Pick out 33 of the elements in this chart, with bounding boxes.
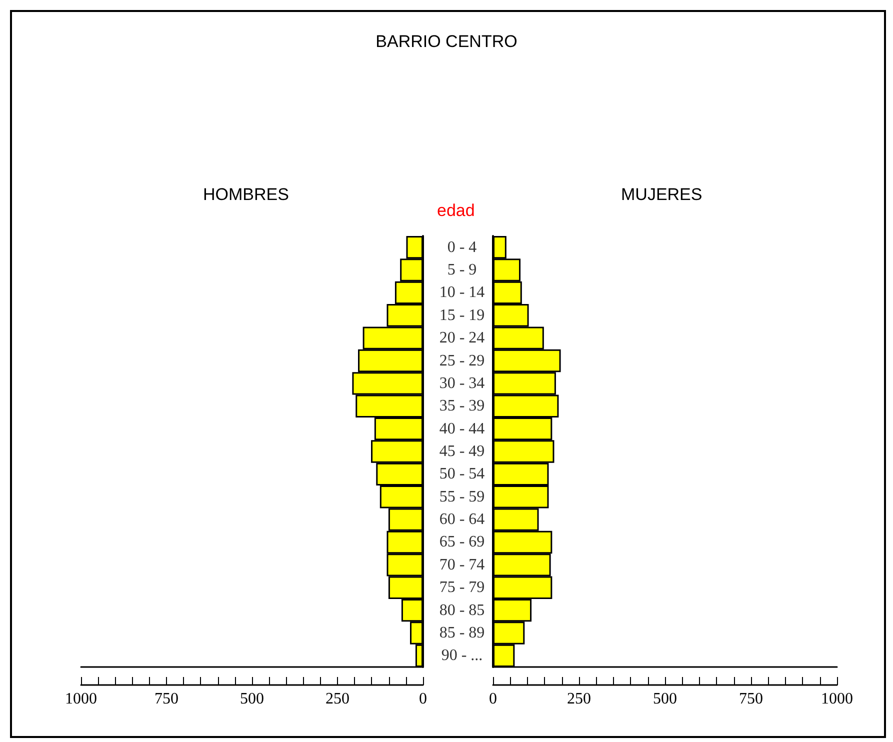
y-tick-label: 25 - 29 <box>439 352 485 370</box>
y-tick-label: 80 - 85 <box>439 602 485 619</box>
x-tick-label: 750 <box>739 690 763 708</box>
x-tick-label: 250 <box>326 690 350 708</box>
y-tick-label: 15 - 19 <box>439 306 485 324</box>
y-tick-label: 65 - 69 <box>439 534 485 551</box>
y-tick-label: 85 - 89 <box>439 624 485 642</box>
y-tick-label: 75 - 79 <box>439 579 485 596</box>
chart-subtitle: MUJERES <box>621 185 702 204</box>
chart-title: BARRIO CENTRO <box>374 32 518 52</box>
x-tick-label: 750 <box>154 690 178 708</box>
y-tick-label: 90 - ... <box>441 647 483 664</box>
x-tick-label: 500 <box>240 690 264 708</box>
x-tick-label: 500 <box>653 690 677 708</box>
chart-subtitle: HOMBRES <box>203 185 289 204</box>
x-tick-label: 250 <box>567 690 591 708</box>
y-tick-label: 5 - 9 <box>447 262 477 279</box>
y-axis-title: edad <box>437 201 475 220</box>
y-tick-label: 45 - 49 <box>439 443 485 460</box>
y-tick-label: 0 - 4 <box>447 238 477 256</box>
x-tick-label: 0 <box>419 690 427 708</box>
y-tick-label: 50 - 54 <box>439 466 485 483</box>
x-tick-label: 1000 <box>65 690 97 708</box>
x-tick-label: 1000 <box>821 690 853 708</box>
y-tick-label: 40 - 44 <box>439 420 485 438</box>
y-tick-label: 55 - 59 <box>439 488 485 506</box>
y-tick-label: 60 - 64 <box>439 511 485 528</box>
x-tick-label: 0 <box>489 690 497 708</box>
y-tick-label: 30 - 34 <box>439 374 485 392</box>
y-tick-label: 35 - 39 <box>439 398 485 415</box>
y-tick-label: 20 - 24 <box>439 330 485 347</box>
y-tick-label: 10 - 14 <box>439 284 485 302</box>
y-tick-label: 70 - 74 <box>439 556 485 574</box>
